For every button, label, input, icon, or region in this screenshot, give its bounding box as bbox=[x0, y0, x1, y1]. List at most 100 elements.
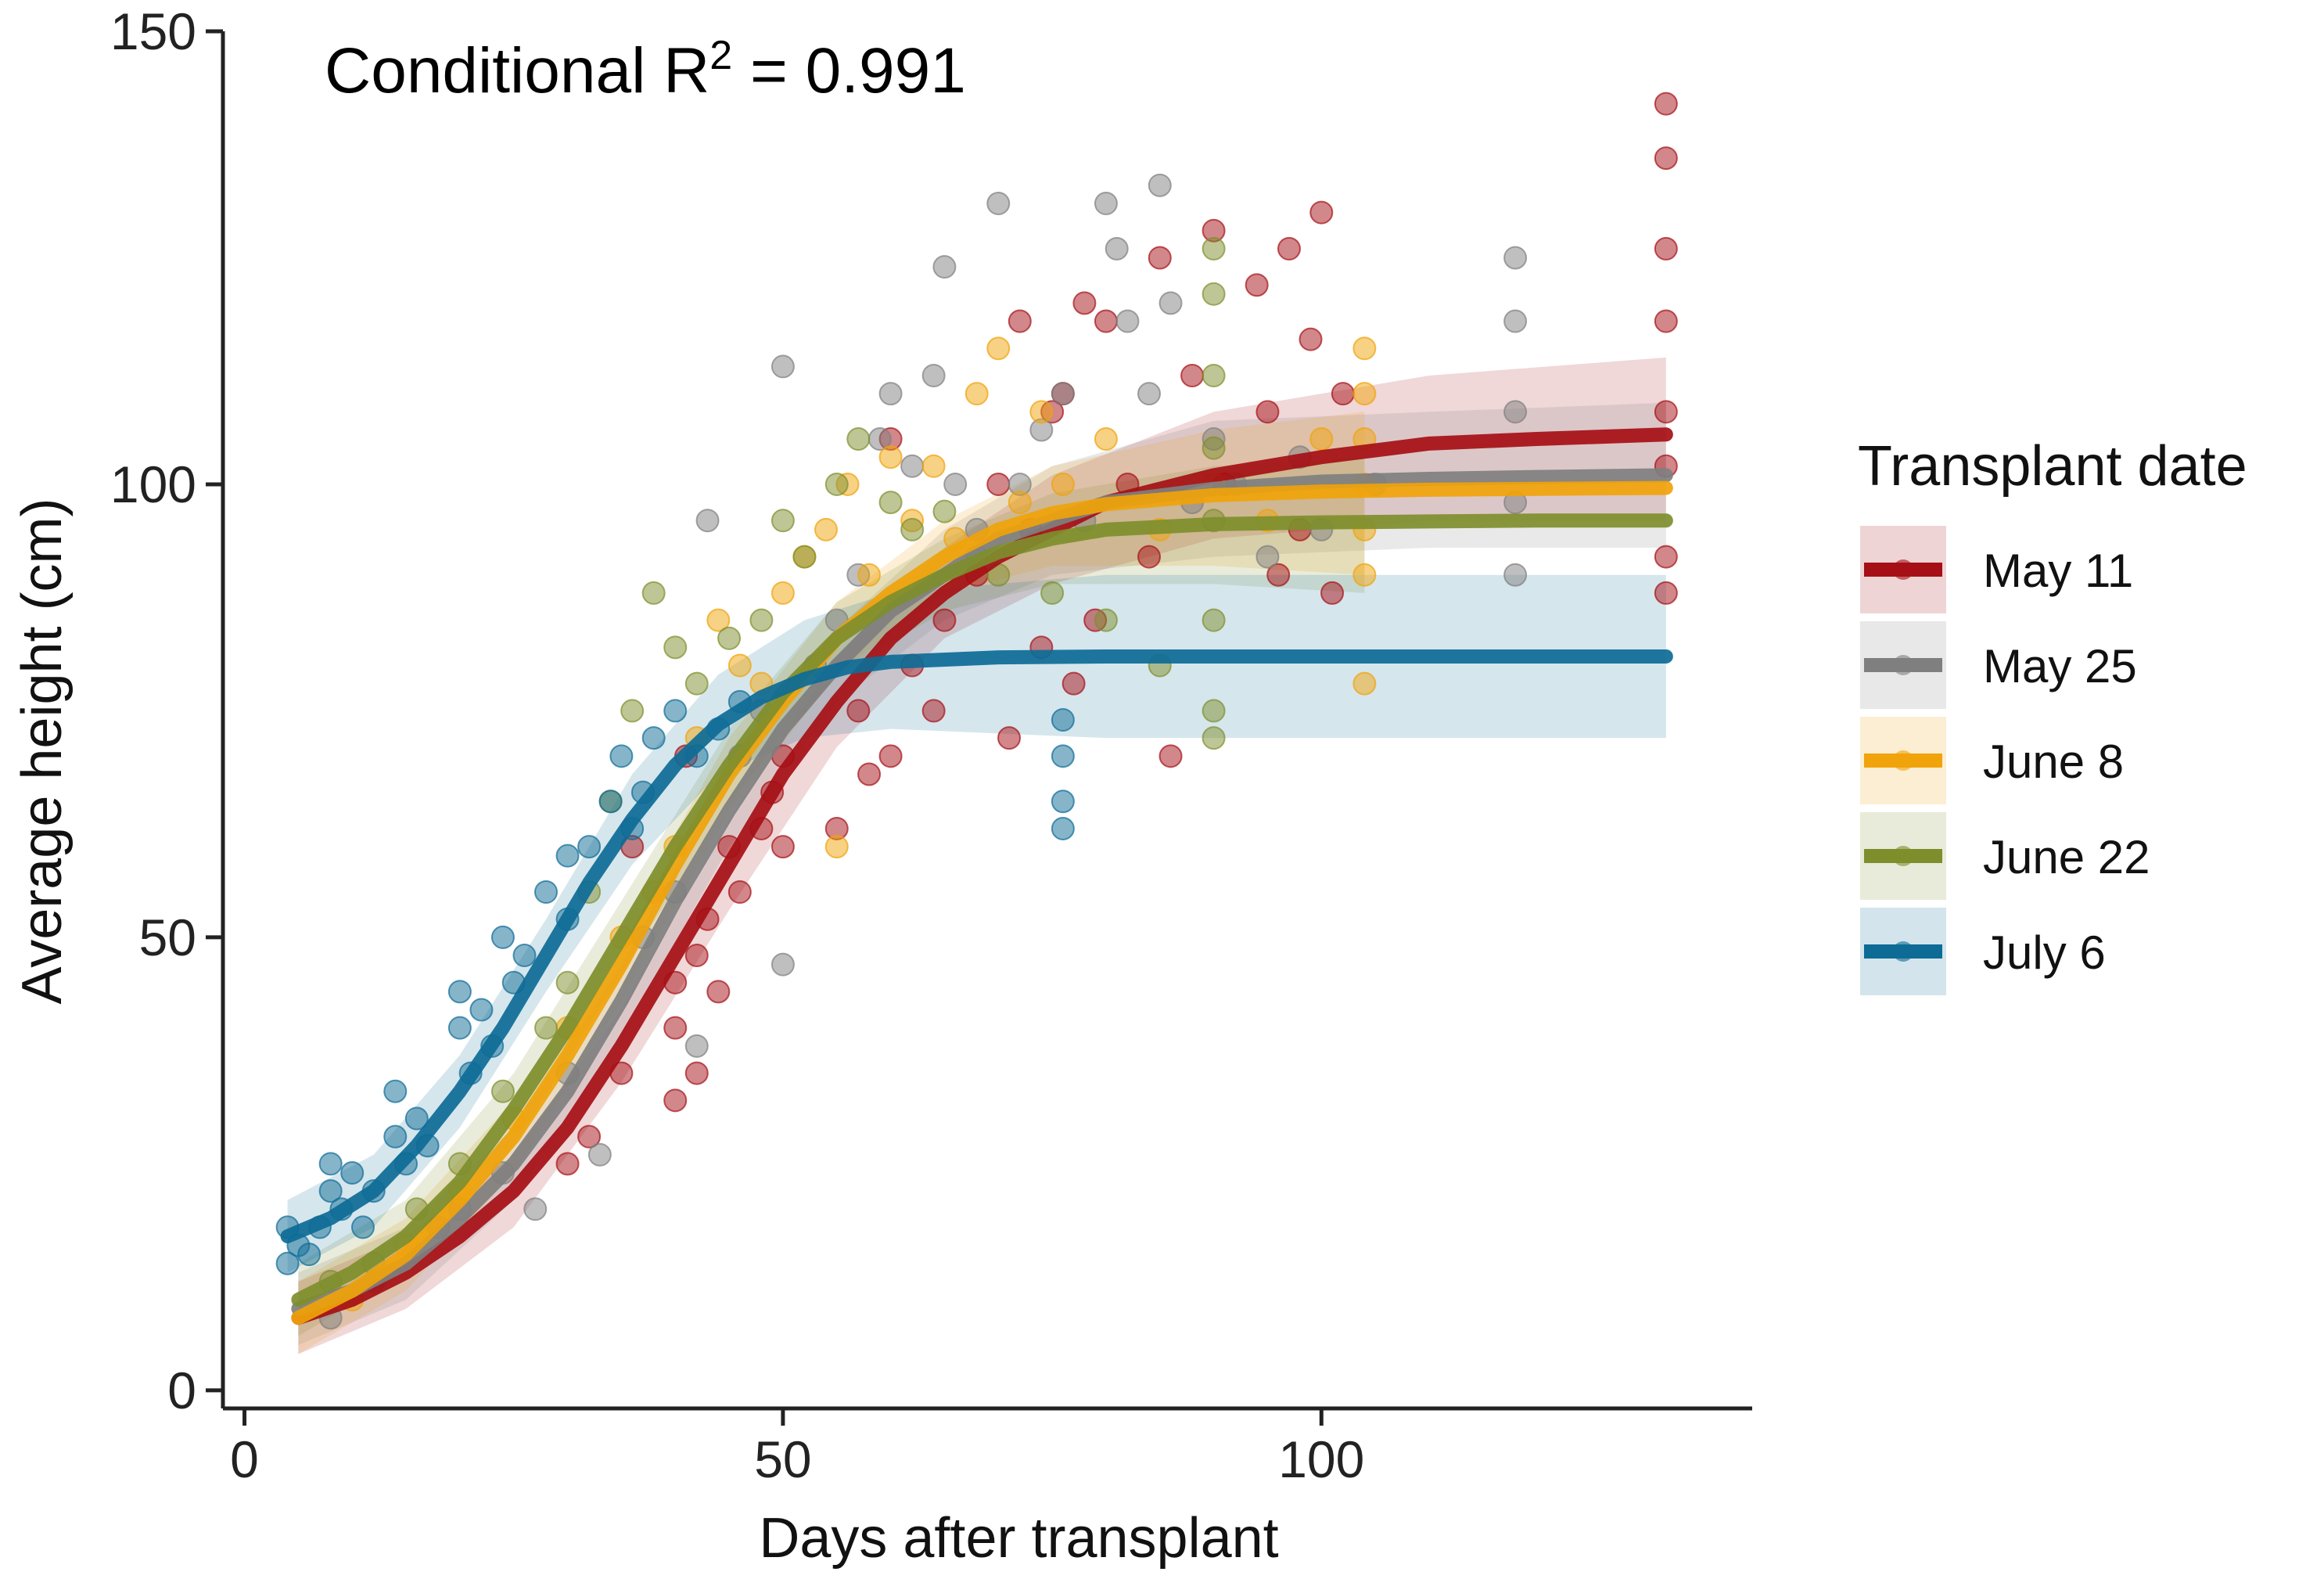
point-0-44 bbox=[1298, 327, 1323, 351]
point-3-12 bbox=[684, 671, 709, 696]
point-4-19 bbox=[469, 998, 494, 1022]
point-4-11 bbox=[383, 1124, 408, 1149]
point-1-44 bbox=[1503, 246, 1528, 270]
fitted-curves bbox=[280, 427, 1673, 1325]
point-4-16 bbox=[447, 1016, 472, 1040]
point-3-15 bbox=[770, 509, 795, 533]
curve-3 bbox=[291, 513, 1673, 1307]
legend: Transplant date May 11 May 25 June 8 June 2… bbox=[1858, 435, 2247, 995]
y-tick-label-1: 50 bbox=[139, 908, 196, 966]
point-3-16 bbox=[792, 545, 817, 569]
x-tick-label-1: 50 bbox=[754, 1430, 811, 1488]
point-4-29 bbox=[609, 744, 634, 768]
point-3-29 bbox=[1202, 364, 1226, 387]
point-3-9 bbox=[620, 699, 645, 723]
point-3-6 bbox=[555, 970, 580, 995]
point-4-27 bbox=[577, 835, 602, 859]
point-0-10 bbox=[770, 835, 795, 859]
legend-items: May 11 May 25 June 8 June 22 July 6 bbox=[1860, 526, 2150, 995]
point-2-22 bbox=[964, 382, 989, 406]
legend-dot-4 bbox=[1893, 941, 1913, 962]
point-0-14 bbox=[857, 762, 882, 786]
point-4-28 bbox=[598, 790, 623, 814]
point-4-25 bbox=[555, 843, 580, 868]
point-3-32 bbox=[1202, 608, 1226, 632]
legend-label-3: June 22 bbox=[1983, 831, 2150, 883]
point-0-0 bbox=[663, 1016, 688, 1040]
point-4-14 bbox=[404, 1106, 429, 1131]
point-1-35 bbox=[1148, 173, 1172, 197]
point-4-0 bbox=[275, 1251, 300, 1275]
point-1-32 bbox=[1105, 236, 1129, 261]
point-2-38 bbox=[1352, 671, 1377, 696]
point-1-20 bbox=[878, 382, 903, 406]
point-2-18 bbox=[878, 445, 903, 469]
point-0-21 bbox=[986, 472, 1011, 496]
x-ticks: 0 50 100 bbox=[230, 1408, 1364, 1488]
point-3-5 bbox=[534, 1016, 559, 1040]
point-2-10 bbox=[727, 653, 752, 678]
point-1-31 bbox=[1094, 192, 1118, 215]
point-4-38 bbox=[1051, 744, 1075, 768]
point-0-45 bbox=[1309, 200, 1334, 225]
point-3-18 bbox=[846, 427, 871, 451]
point-2-31 bbox=[1309, 427, 1334, 451]
point-2-23 bbox=[986, 336, 1011, 361]
x-tick-label-0: 0 bbox=[230, 1430, 259, 1488]
point-0-55 bbox=[1654, 581, 1678, 605]
point-1-5 bbox=[523, 1197, 548, 1221]
point-1-29 bbox=[1051, 382, 1075, 406]
x-tick-label-2: 100 bbox=[1278, 1430, 1364, 1488]
point-3-34 bbox=[1202, 726, 1226, 750]
point-1-48 bbox=[1503, 563, 1528, 587]
curve-0 bbox=[291, 427, 1673, 1325]
point-0-61 bbox=[706, 980, 731, 1004]
point-0-46 bbox=[1320, 581, 1345, 605]
point-1-36 bbox=[1158, 291, 1183, 315]
point-0-4 bbox=[684, 1061, 709, 1085]
point-2-14 bbox=[814, 517, 838, 541]
point-1-21 bbox=[900, 454, 925, 478]
point-2-12 bbox=[770, 581, 795, 605]
point-3-10 bbox=[641, 581, 666, 605]
y-ticks: 0 50 100 150 bbox=[110, 2, 223, 1419]
point-2-27 bbox=[1094, 427, 1118, 451]
legend-dot-3 bbox=[1893, 846, 1913, 866]
point-3-25 bbox=[1094, 608, 1118, 632]
point-3-11 bbox=[663, 635, 688, 660]
point-0-35 bbox=[1158, 744, 1183, 768]
point-0-49 bbox=[1654, 146, 1678, 171]
legend-label-2: June 8 bbox=[1983, 736, 2124, 788]
point-2-24 bbox=[1008, 491, 1032, 515]
point-0-34 bbox=[1148, 246, 1172, 270]
point-2-17 bbox=[857, 563, 882, 587]
point-3-20 bbox=[900, 517, 925, 541]
point-0-40 bbox=[1255, 400, 1280, 424]
point-4-12 bbox=[383, 1079, 408, 1103]
point-1-14 bbox=[770, 952, 795, 977]
point-4-40 bbox=[1051, 816, 1075, 840]
point-2-32 bbox=[1352, 336, 1377, 361]
y-tick-label-3: 150 bbox=[110, 2, 196, 60]
point-3-4 bbox=[490, 1079, 515, 1103]
point-1-15 bbox=[770, 354, 795, 379]
point-4-17 bbox=[447, 980, 472, 1004]
point-4-32 bbox=[641, 726, 666, 750]
point-1-46 bbox=[1503, 400, 1528, 424]
point-1-26 bbox=[986, 192, 1011, 215]
curve-4 bbox=[280, 649, 1673, 1243]
annotation-superscript: 2 bbox=[709, 33, 732, 78]
point-1-11 bbox=[695, 509, 720, 533]
point-3-33 bbox=[1202, 699, 1226, 723]
point-1-24 bbox=[943, 472, 968, 496]
point-0-56 bbox=[555, 1152, 580, 1176]
point-0-1 bbox=[663, 1088, 688, 1113]
point-1-23 bbox=[932, 255, 957, 279]
point-1-22 bbox=[921, 364, 946, 387]
point-1-40 bbox=[1255, 545, 1280, 569]
point-0-31 bbox=[1094, 309, 1118, 333]
point-4-24 bbox=[534, 880, 559, 904]
axes: 0 50 100 0 50 100 150 Days after transplant A… bbox=[11, 2, 1752, 1570]
point-0-29 bbox=[1072, 291, 1097, 315]
